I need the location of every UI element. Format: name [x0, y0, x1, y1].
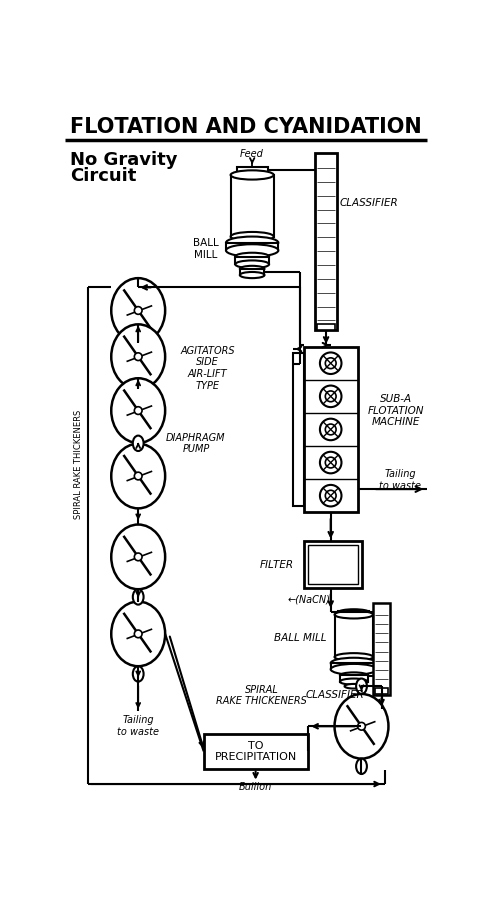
Ellipse shape [226, 236, 278, 249]
Text: BALL
MILL: BALL MILL [193, 238, 219, 260]
Ellipse shape [235, 260, 269, 268]
Ellipse shape [340, 673, 368, 678]
Ellipse shape [235, 253, 269, 260]
Bar [293, 353, 304, 506]
Text: No Gravity: No Gravity [71, 152, 178, 169]
Bar [373, 603, 390, 696]
Text: CLASSIFIER: CLASSIFIER [340, 198, 398, 208]
Ellipse shape [133, 666, 144, 682]
Ellipse shape [356, 758, 367, 774]
Bar [331, 664, 377, 669]
Bar [235, 256, 269, 265]
Text: CLASSIFIER: CLASSIFIER [305, 690, 364, 700]
Circle shape [134, 553, 142, 561]
Circle shape [134, 407, 142, 414]
Bar [237, 167, 267, 172]
Ellipse shape [111, 525, 165, 589]
Bar [374, 687, 388, 694]
Text: DIAPHRAGM
PUMP: DIAPHRAGM PUMP [166, 433, 226, 454]
Circle shape [325, 391, 336, 402]
Circle shape [325, 457, 336, 468]
Ellipse shape [133, 589, 144, 605]
Ellipse shape [237, 172, 267, 178]
Circle shape [134, 353, 142, 360]
Ellipse shape [230, 232, 274, 241]
Text: Tailing
to waste: Tailing to waste [117, 716, 159, 737]
Bar [317, 324, 336, 331]
Ellipse shape [240, 266, 264, 272]
Circle shape [320, 452, 341, 473]
Circle shape [325, 357, 336, 369]
Ellipse shape [230, 170, 274, 179]
Text: FLOTATION AND CYANIDATION: FLOTATION AND CYANIDATION [70, 118, 422, 137]
Text: SUB-A
FLOTATION
MACHINE: SUB-A FLOTATION MACHINE [368, 394, 424, 427]
Circle shape [320, 353, 341, 374]
Text: ←(NaCN): ←(NaCN) [288, 595, 330, 605]
Text: SPIRAL
RAKE THICKENERS: SPIRAL RAKE THICKENERS [216, 685, 307, 707]
Bar [315, 153, 337, 330]
Circle shape [320, 485, 341, 506]
Text: Tailing
to waste: Tailing to waste [379, 469, 421, 491]
Ellipse shape [335, 653, 373, 661]
Ellipse shape [331, 658, 377, 668]
Circle shape [325, 424, 336, 435]
Ellipse shape [240, 272, 264, 278]
Circle shape [134, 630, 142, 638]
Ellipse shape [111, 379, 165, 443]
Text: AGITATORS
SIDE
AIR-LIFT
TYPE: AGITATORS SIDE AIR-LIFT TYPE [180, 346, 235, 391]
Ellipse shape [226, 244, 278, 256]
Bar [304, 541, 361, 587]
Text: TO
PRECIPITATION: TO PRECIPITATION [215, 741, 297, 762]
Ellipse shape [111, 324, 165, 389]
Bar [240, 269, 264, 275]
Text: Feed: Feed [240, 149, 264, 159]
Ellipse shape [345, 684, 363, 688]
Circle shape [325, 490, 336, 501]
Text: Bullion: Bullion [239, 782, 272, 792]
Ellipse shape [356, 678, 367, 694]
Bar [230, 175, 274, 236]
Ellipse shape [335, 611, 373, 618]
Ellipse shape [111, 444, 165, 508]
Circle shape [320, 386, 341, 407]
Ellipse shape [335, 694, 388, 758]
Text: FILTER: FILTER [260, 560, 294, 570]
Ellipse shape [340, 678, 368, 685]
Circle shape [134, 307, 142, 314]
Text: Circuit: Circuit [71, 166, 137, 185]
Circle shape [320, 419, 341, 440]
Bar [340, 675, 368, 682]
Bar [204, 734, 308, 768]
Text: SPIRAL RAKE THICKENERS: SPIRAL RAKE THICKENERS [73, 410, 83, 519]
Bar [304, 346, 358, 512]
Bar [338, 611, 369, 615]
Ellipse shape [133, 436, 144, 451]
Bar [308, 545, 358, 584]
Ellipse shape [338, 609, 369, 616]
Text: BALL MILL: BALL MILL [274, 632, 326, 642]
Circle shape [358, 722, 365, 730]
Ellipse shape [331, 664, 377, 675]
Circle shape [134, 472, 142, 480]
Bar [226, 243, 278, 250]
Bar [335, 615, 373, 657]
Ellipse shape [111, 602, 165, 666]
Ellipse shape [111, 278, 165, 343]
